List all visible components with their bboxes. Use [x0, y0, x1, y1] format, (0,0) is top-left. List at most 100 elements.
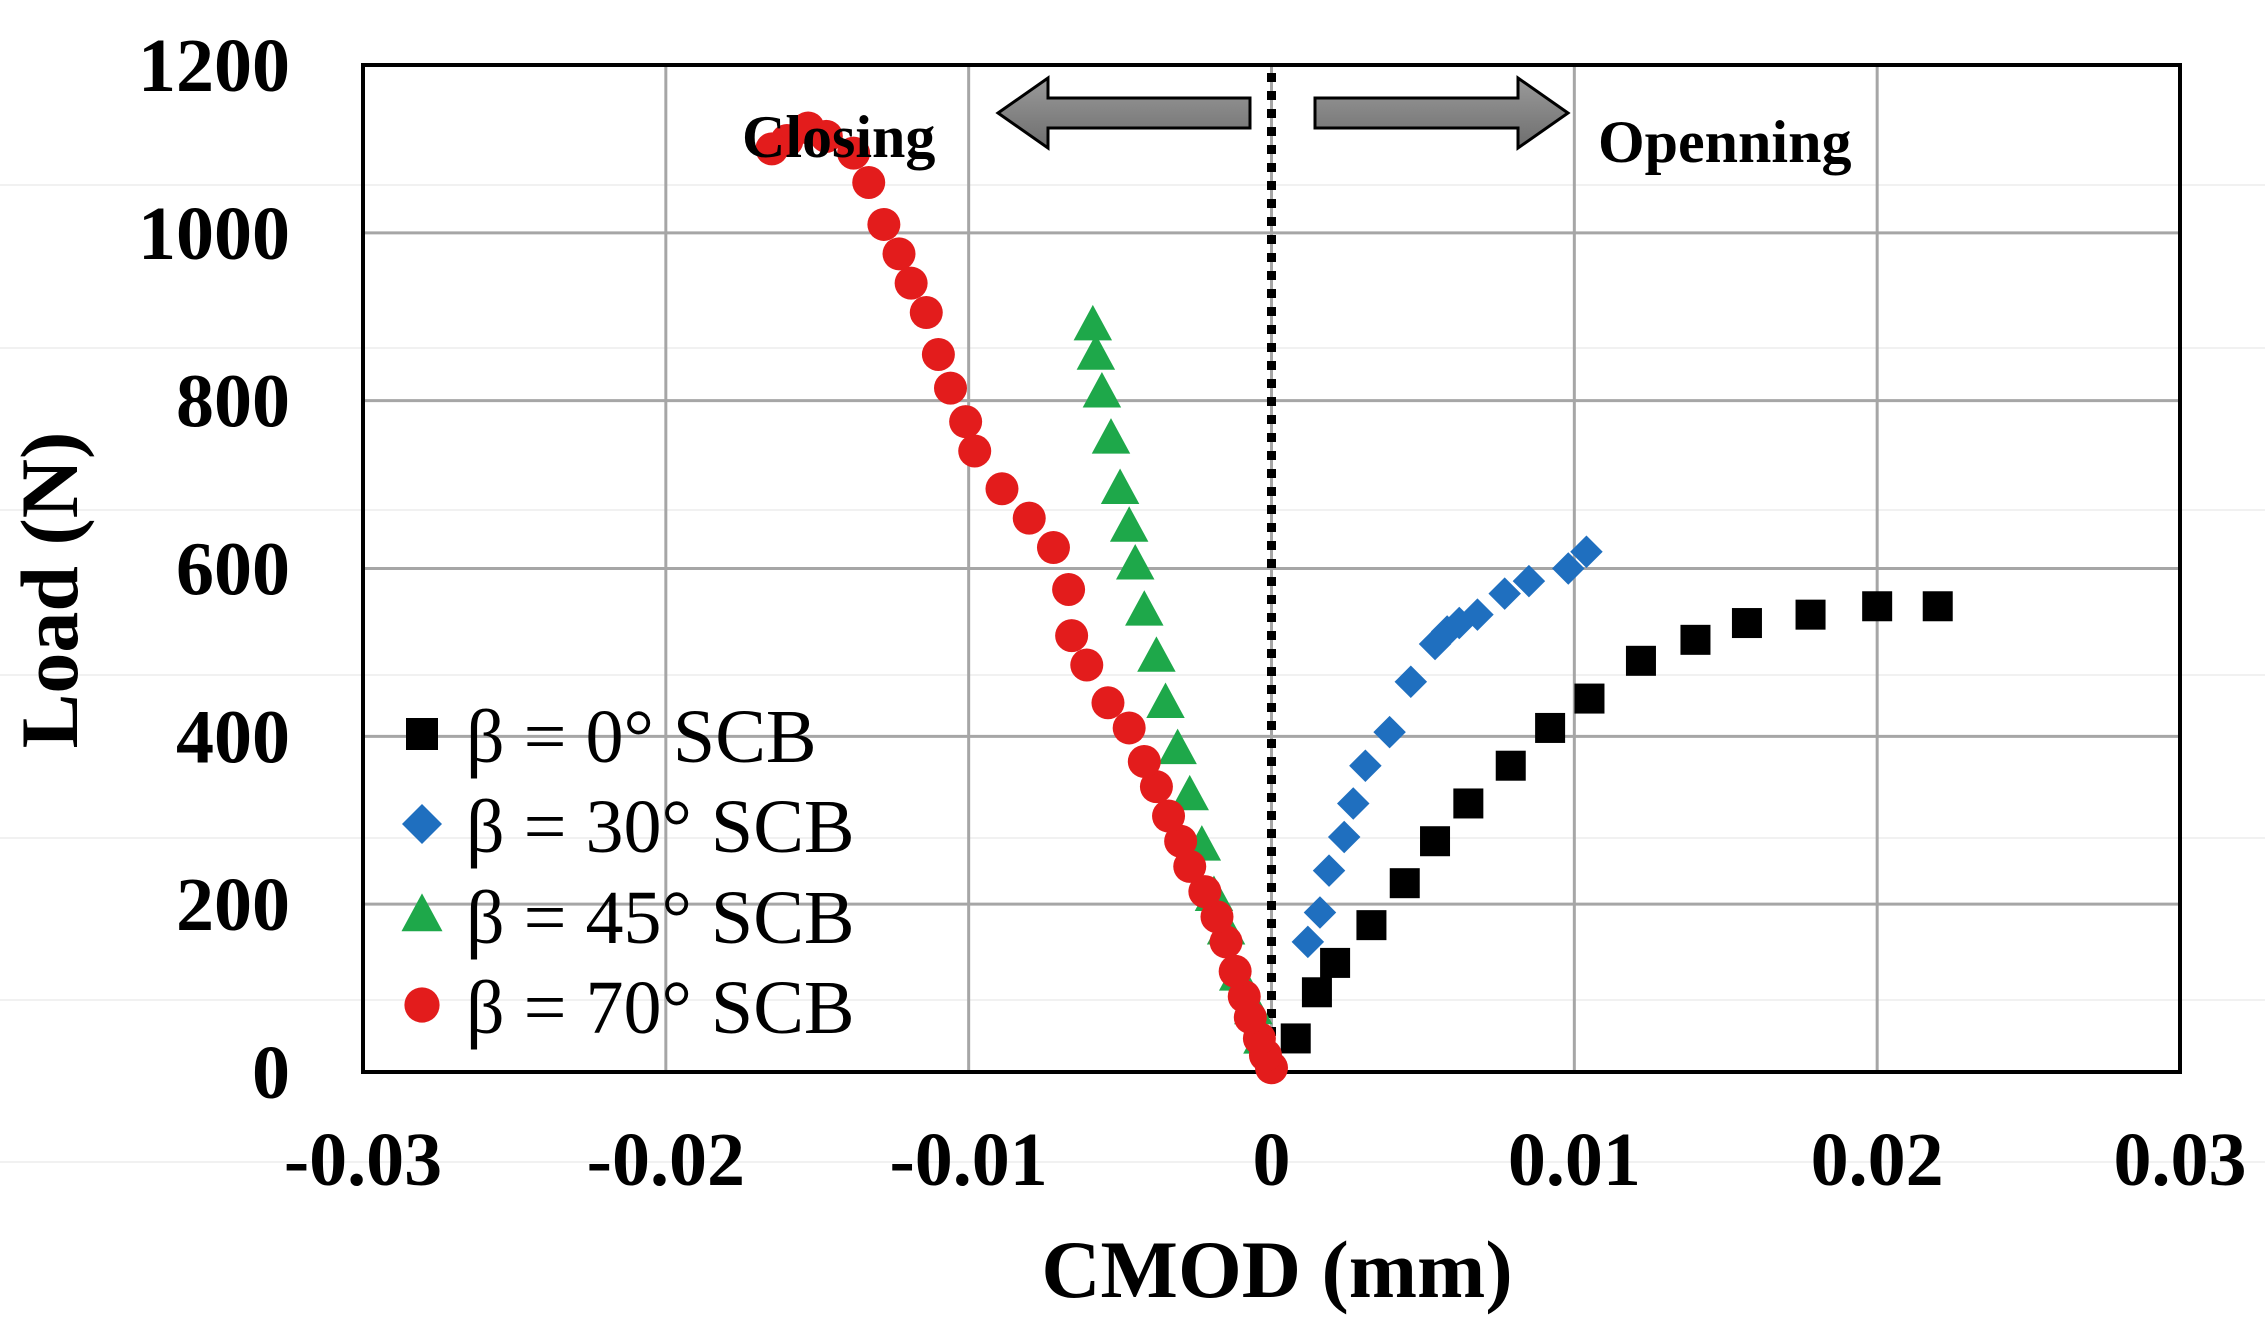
data-point-diamond: [1291, 925, 1325, 959]
x-tick-labels: -0.03 -0.02 -0.01 0 0.01 0.02 0.03: [284, 1118, 2247, 1202]
y-tick-label: 400: [176, 695, 290, 779]
data-point-circle: [1070, 648, 1104, 682]
data-point-circle: [837, 136, 871, 170]
data-points: [755, 111, 1953, 1085]
x-tick-label: 0: [1253, 1118, 1291, 1202]
data-point-diamond: [1303, 896, 1337, 929]
data-point-triangle: [1091, 418, 1131, 454]
data-point-circle: [867, 207, 901, 241]
data-point-circle: [909, 296, 943, 330]
openning-annotation: Openning: [1598, 109, 1851, 175]
y-tick-labels: 0 200 400 600 800 1000 1200: [138, 24, 290, 1115]
data-point-circle: [894, 266, 928, 300]
data-point-square: [1356, 910, 1387, 941]
data-point-square: [1453, 788, 1484, 819]
data-point-square: [1862, 591, 1893, 622]
x-tick-label: -0.03: [284, 1118, 442, 1202]
data-point-triangle: [1158, 728, 1197, 765]
data-point-circle: [755, 132, 789, 166]
legend-marker-triangle: [401, 893, 443, 932]
data-point-circle: [882, 237, 916, 271]
x-tick-label: 0.02: [1811, 1118, 1944, 1202]
y-tick-label: 800: [176, 360, 290, 444]
series-triangle: [1073, 304, 1282, 1054]
data-point-diamond: [1349, 749, 1382, 782]
data-point-square: [1280, 1023, 1311, 1054]
data-point-square: [1495, 750, 1526, 781]
y-tick-label: 200: [176, 863, 290, 947]
direction-arrows: [995, 75, 1571, 151]
series-square: [1280, 591, 1953, 1054]
data-point-square: [1625, 645, 1656, 676]
series-diamond: [1291, 535, 1603, 959]
data-point-triangle: [1100, 468, 1140, 504]
data-point-square: [1420, 826, 1451, 857]
data-point-circle: [1091, 686, 1125, 720]
legend-label: β = 45° SCB: [466, 876, 855, 960]
legend-label: β = 70° SCB: [466, 966, 855, 1050]
data-point-circle: [1052, 572, 1086, 606]
data-point-square: [1535, 712, 1566, 743]
data-point-square: [1574, 683, 1605, 714]
legend-marker-diamond: [402, 804, 442, 844]
data-point-diamond: [1461, 598, 1494, 631]
data-point-diamond: [1488, 577, 1521, 610]
data-point-circle: [852, 165, 886, 199]
data-point-circle: [985, 472, 1019, 506]
x-axis-title: CMOD (mm): [1041, 1224, 1512, 1315]
series-circle: [755, 111, 1288, 1085]
data-point-triangle: [1125, 590, 1164, 626]
x-tick-label: -0.01: [890, 1118, 1048, 1202]
data-point-square: [1320, 947, 1351, 978]
data-point-square: [1389, 868, 1420, 899]
data-point-square: [1680, 624, 1711, 655]
data-point-circle: [1188, 875, 1222, 909]
y-tick-label: 1000: [138, 192, 290, 276]
data-point-triangle: [1109, 506, 1149, 542]
y-tick-label: 0: [252, 1031, 290, 1115]
data-point-circle: [1127, 745, 1161, 779]
x-tick-label: 0.03: [2114, 1118, 2247, 1202]
data-point-diamond: [1337, 787, 1370, 820]
data-point-diamond: [1327, 820, 1361, 854]
data-point-triangle: [1076, 334, 1116, 370]
y-axis-title: Load (N): [4, 432, 95, 749]
openning-arrow-icon: [1313, 75, 1571, 151]
data-point-circle: [1173, 849, 1207, 883]
data-point-square: [1731, 608, 1762, 639]
legend-label: β = 30° SCB: [466, 785, 855, 869]
x-tick-label: 0.01: [1508, 1118, 1641, 1202]
data-point-diamond: [1552, 552, 1585, 585]
data-point-circle: [1112, 711, 1146, 745]
data-point-circle: [933, 371, 967, 405]
data-point-circle: [1139, 770, 1173, 804]
data-point-circle: [949, 405, 983, 439]
data-point-square: [1795, 599, 1826, 630]
data-point-circle: [1218, 954, 1252, 988]
legend-marker-circle: [404, 987, 440, 1023]
data-point-circle: [1055, 619, 1089, 653]
data-point-square: [1301, 977, 1332, 1008]
data-point-triangle: [1146, 682, 1185, 718]
data-point-circle: [1164, 824, 1198, 858]
data-point-circle: [1012, 501, 1046, 535]
data-point-circle: [1200, 900, 1234, 934]
y-tick-label: 600: [176, 528, 290, 612]
closing-arrow-icon: [995, 75, 1252, 151]
data-point-diamond: [1570, 535, 1603, 568]
data-point-triangle: [1137, 636, 1176, 672]
data-point-triangle: [1170, 774, 1209, 811]
x-tick-label: -0.02: [587, 1118, 745, 1202]
data-point-circle: [921, 338, 955, 372]
legend-marker-square: [406, 718, 438, 750]
data-point-diamond: [1373, 715, 1406, 749]
y-tick-label: 1200: [138, 24, 290, 108]
data-point-square: [1922, 591, 1953, 622]
data-point-diamond: [1394, 665, 1428, 699]
data-point-circle: [1209, 925, 1243, 959]
data-point-circle: [1227, 979, 1261, 1013]
data-point-triangle: [1082, 372, 1122, 408]
